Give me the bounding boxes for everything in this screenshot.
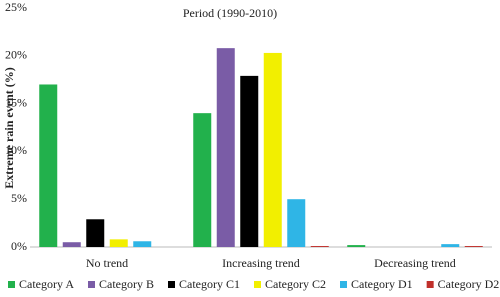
y-axis-label: Extreme rain event (%)	[2, 67, 16, 188]
bar	[240, 75, 259, 247]
y-tick-label: 20%	[5, 48, 27, 62]
bar	[133, 241, 152, 247]
legend-swatch	[340, 281, 347, 288]
bar	[287, 199, 306, 247]
bar	[310, 246, 329, 247]
bar	[263, 52, 282, 247]
legend-swatch	[254, 281, 261, 288]
bar	[441, 244, 460, 247]
x-tick-label: Decreasing trend	[374, 256, 456, 270]
bar	[464, 246, 483, 247]
legend-label: Category C2	[265, 277, 326, 291]
legend-label: Category D1	[351, 277, 413, 291]
legend-label: Category D2	[438, 277, 500, 291]
bar	[109, 239, 128, 247]
x-tick-label: No trend	[86, 256, 128, 270]
bar	[216, 48, 235, 247]
x-tick-label: Increasing trend	[222, 256, 300, 270]
legend-label: Category B	[99, 277, 154, 291]
legend-swatch	[168, 281, 175, 288]
bar	[193, 113, 212, 247]
y-tick-label: 5%	[11, 191, 27, 205]
legend-label: Category A	[19, 277, 74, 291]
bar	[62, 242, 81, 247]
bar	[347, 245, 366, 247]
legend-label: Category C1	[179, 277, 240, 291]
bar	[39, 84, 58, 247]
legend-swatch	[426, 281, 434, 288]
y-tick-label: 15%	[5, 95, 27, 109]
y-tick-label: 10%	[5, 143, 27, 157]
legend-swatch	[88, 281, 95, 288]
bar	[86, 219, 105, 247]
y-tick-label: 25%	[5, 0, 27, 14]
chart-title: Period (1990-2010)	[183, 6, 277, 20]
legend-swatch	[8, 281, 15, 288]
y-tick-label: 0%	[11, 239, 27, 253]
